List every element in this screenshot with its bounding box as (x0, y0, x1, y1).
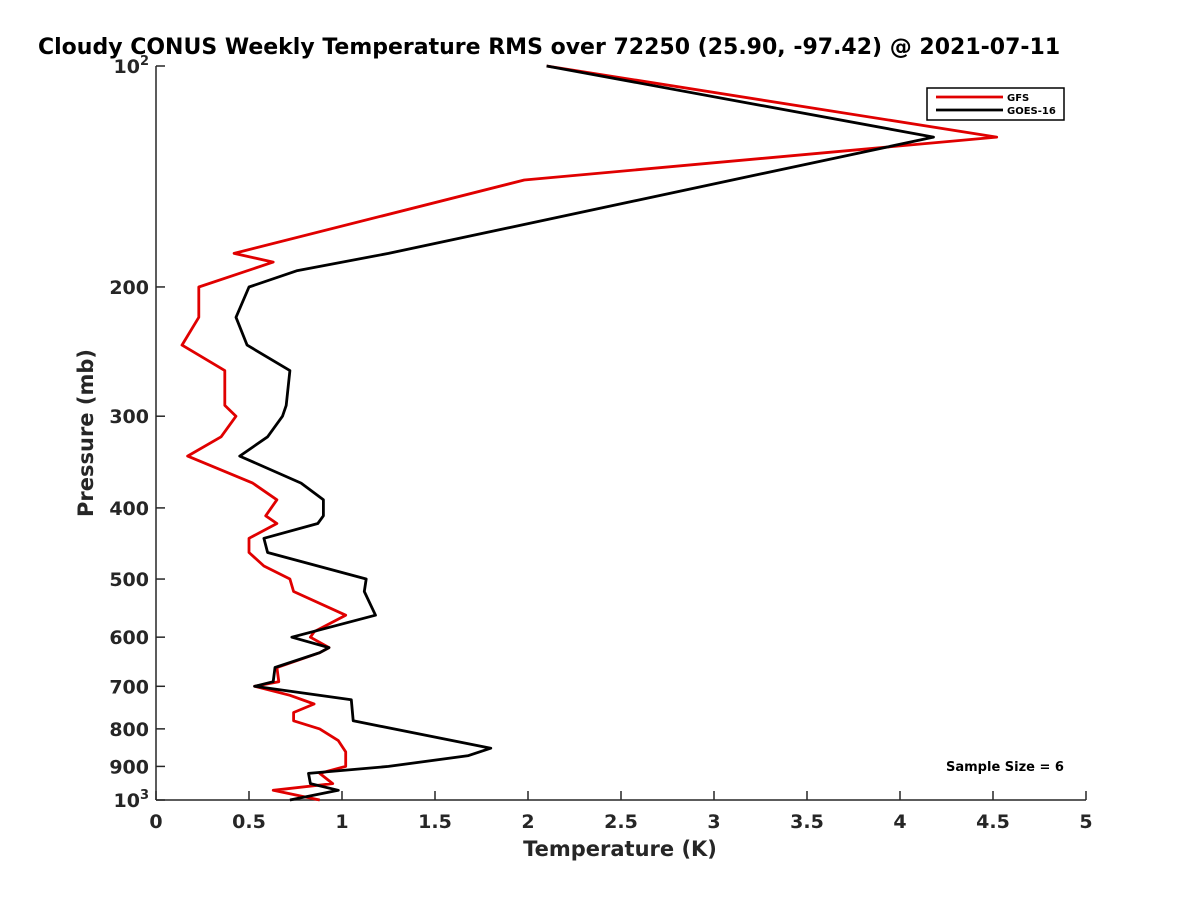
x-axis-label: Temperature (K) (523, 837, 717, 861)
y-tick-label: 102 (114, 54, 150, 78)
sample-size-annotation: Sample Size = 6 (946, 760, 1064, 775)
x-tick-label: 2 (521, 811, 534, 833)
series-line-gfs (180, 64, 999, 802)
x-tick-label: 3 (707, 811, 720, 833)
x-tick-label: 4 (893, 811, 906, 833)
axes: 0 0.5 1 1.5 2 2.5 3 3.5 4 4.5 5 102 200 300 400 500 600 7… (109, 54, 1092, 833)
x-tick-label: 1.5 (418, 811, 452, 833)
y-tick-label: 600 (109, 627, 149, 649)
y-tick-label: 400 (109, 498, 149, 520)
legend: GFS GOES-16 (926, 87, 1065, 121)
x-tick-label: 4.5 (976, 811, 1010, 833)
series-line-goes-16 (234, 64, 935, 802)
x-tick-label: 1 (335, 811, 348, 833)
y-tick-label: 800 (109, 719, 149, 741)
x-tick-label: 0.5 (232, 811, 266, 833)
chart-title: Cloudy CONUS Weekly Temperature RMS over… (38, 35, 1060, 60)
y-tick-label: 300 (109, 406, 149, 428)
x-tick-label: 2.5 (604, 811, 638, 833)
y-tick-label: 200 (109, 277, 149, 299)
legend-label-goes-16: GOES-16 (1007, 106, 1056, 117)
y-tick-label: 103 (114, 788, 150, 812)
x-tick-label: 5 (1079, 811, 1092, 833)
y-tick-label: 700 (109, 676, 149, 698)
x-tick-label: 3.5 (790, 811, 824, 833)
y-tick-label: 500 (109, 569, 149, 591)
y-tick-label: 900 (109, 756, 149, 778)
series-layer (180, 64, 999, 802)
y-axis-label: Pressure (mb) (74, 349, 98, 517)
legend-box (926, 87, 1065, 121)
legend-label-gfs: GFS (1007, 93, 1029, 104)
x-tick-label: 0 (149, 811, 162, 833)
